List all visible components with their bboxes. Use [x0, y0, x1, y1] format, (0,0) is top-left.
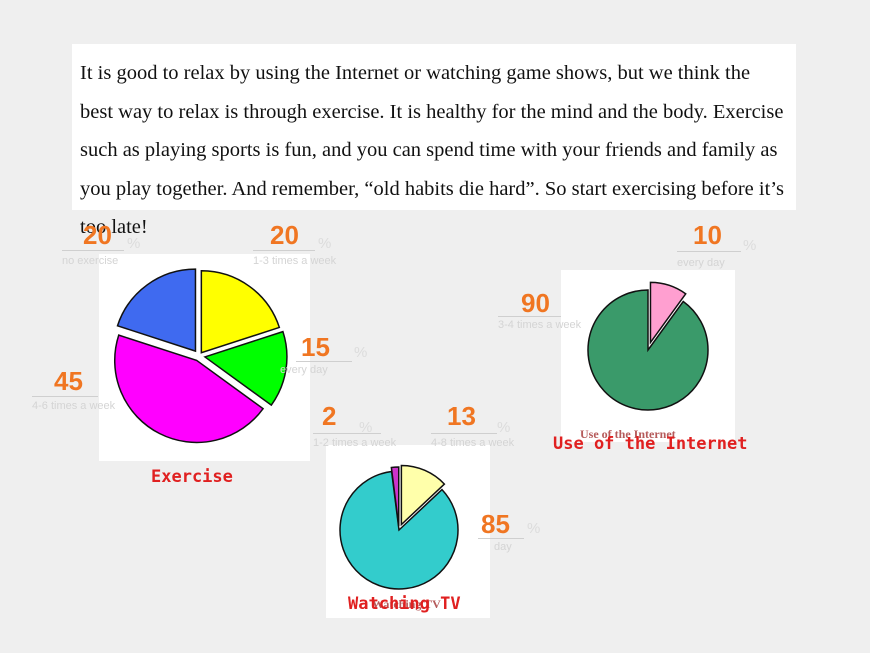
answer-blank: [498, 316, 561, 317]
internet-pie-chart: [587, 281, 709, 411]
tv-chart-image-title: Watching TV: [372, 597, 441, 611]
pie-slice: [116, 268, 197, 353]
pie-slice: [400, 464, 446, 527]
data-label-no-exercise: 20: [83, 220, 112, 250]
tv-pie-chart: [339, 464, 459, 590]
data-label-four-six: 45: [54, 366, 83, 396]
exercise-pie-chart: [114, 268, 288, 444]
tv-chart-title: Watching TV: [348, 594, 461, 614]
passage-text: It is good to relax by using the Interne…: [80, 62, 784, 238]
data-label-every-day-tv: 85: [481, 509, 510, 539]
internet-chart-image-title: Use of the Internet: [580, 427, 676, 441]
data-label-once-a-week: 20: [270, 220, 299, 250]
data-label-three-four: 90: [521, 288, 550, 318]
percent-sign: %: [354, 344, 368, 361]
data-label-every-day: 15: [301, 332, 330, 362]
category-label-every-day-internet: every day: [677, 257, 725, 269]
pie-slice: [114, 334, 265, 444]
category-label-four-eight: 4-8 times a week: [431, 437, 515, 449]
percent-sign: %: [127, 235, 141, 252]
exercise-chart-title: Exercise: [151, 467, 233, 487]
answer-blank: [253, 250, 315, 251]
pie-slice: [390, 466, 400, 527]
percent-sign: %: [359, 419, 373, 436]
category-label-four-six: 4-6 times a week: [32, 400, 116, 412]
percent-sign: %: [318, 235, 332, 252]
category-label-once-a-week: 1-3 times a week: [253, 255, 337, 267]
category-label-one-two: 1-2 times a week: [313, 437, 397, 449]
category-label-no-exercise: no exercise: [62, 255, 119, 267]
data-label-four-eight: 13: [447, 401, 476, 431]
category-label-day: day: [494, 541, 512, 553]
answer-blank: [313, 433, 381, 434]
answer-blank: [478, 538, 524, 539]
answer-blank: [431, 433, 497, 434]
answer-blank: [677, 251, 741, 252]
percent-sign: %: [497, 419, 511, 436]
category-label-every-day: every day: [280, 364, 328, 376]
category-label-three-four: 3-4 times a week: [498, 319, 582, 331]
percent-sign: %: [743, 237, 757, 254]
percent-sign: %: [527, 520, 541, 537]
internet-chart-title: Use of the Internet: [553, 434, 748, 454]
pie-slice: [587, 289, 709, 411]
reading-passage: It is good to relax by using the Interne…: [72, 44, 796, 238]
answer-blank: [62, 250, 124, 251]
data-label-every-day-internet: 10: [693, 220, 722, 250]
answer-blank: [296, 361, 352, 362]
data-label-one-two: 2: [322, 401, 337, 431]
pie-slice: [649, 281, 687, 345]
pie-slice: [200, 270, 281, 354]
answer-blank: [32, 396, 98, 397]
pie-slice: [339, 470, 459, 590]
pie-slice: [203, 330, 288, 407]
